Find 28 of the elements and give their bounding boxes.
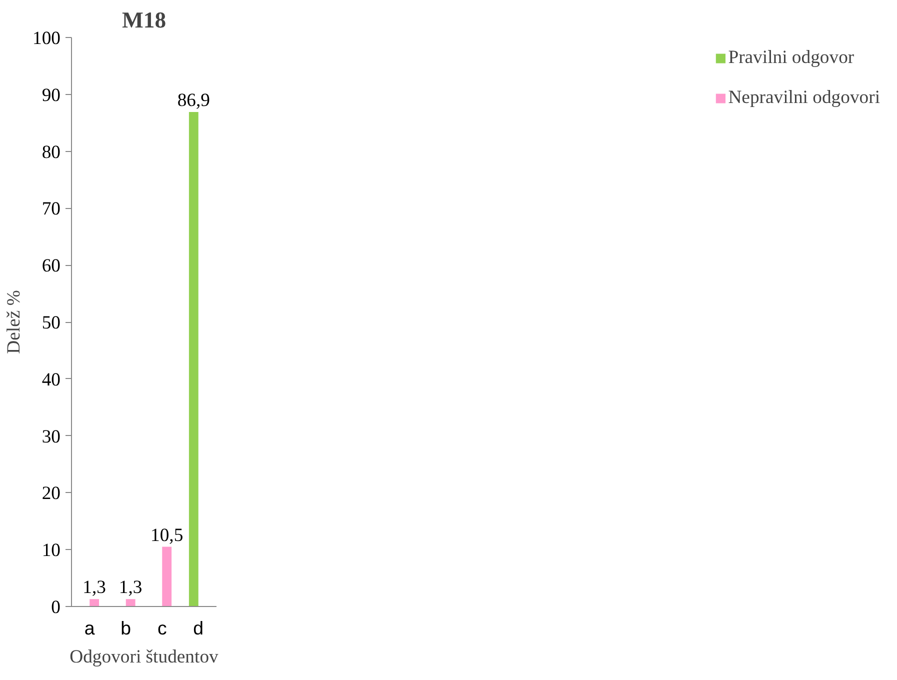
bar: [90, 599, 100, 606]
y-tick-label: 50: [42, 312, 60, 334]
y-tick-label: 10: [42, 540, 60, 562]
y-tick-label: 40: [42, 369, 60, 390]
data-label: 1,3: [118, 577, 142, 598]
y-tick-label: 60: [42, 256, 60, 277]
y-tick-label: 0: [51, 597, 60, 618]
data-label: 10,5: [150, 524, 184, 546]
y-tick-label: 80: [42, 142, 60, 163]
data-label: 86,9: [177, 90, 210, 112]
x-axis-title: Odgovori študentov: [70, 646, 220, 668]
legend-label: Nepravilni odgovori: [728, 87, 880, 109]
chart-title: M18: [122, 8, 166, 32]
data-label: 1,3: [82, 577, 106, 598]
y-tick-label: 30: [42, 426, 60, 448]
bar: [126, 599, 136, 606]
bar: [162, 546, 172, 606]
y-tick-label: 100: [32, 28, 60, 49]
y-tick-label: 90: [42, 84, 60, 106]
x-tick-label: b: [120, 618, 132, 638]
bar: [188, 112, 198, 606]
x-tick-label: d: [193, 618, 204, 638]
legend-label: Pravilni odgovor: [728, 47, 854, 69]
x-tick-label: a: [84, 618, 96, 638]
y-tick-label: 20: [42, 483, 60, 504]
x-tick-label: c: [157, 618, 167, 638]
y-axis-title: Delež %: [4, 290, 25, 354]
y-tick-label: 70: [42, 198, 60, 220]
